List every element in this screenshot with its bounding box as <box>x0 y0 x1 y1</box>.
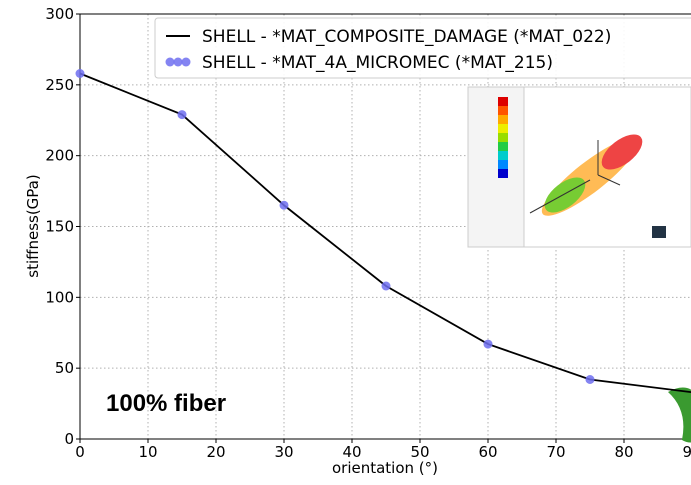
data-point <box>177 110 187 120</box>
y-tick-label: 100 <box>45 288 74 306</box>
plot-frame <box>79 13 691 440</box>
y-axis-label: stiffness(GPa) <box>24 174 42 277</box>
inset-image <box>467 86 691 248</box>
data-point <box>585 375 595 384</box>
data-point <box>75 69 85 78</box>
legend-label: SHELL - *MAT_COMPOSITE_DAMAGE (*MAT_022) <box>202 27 611 47</box>
data-point <box>483 339 493 349</box>
y-tick-label: 50 <box>55 359 74 377</box>
x-tick-label: 0 <box>75 443 85 461</box>
legend: SHELL - *MAT_COMPOSITE_DAMAGE (*MAT_022)… <box>154 17 691 79</box>
inset-colorbar <box>498 160 508 169</box>
y-tick-label: 250 <box>45 76 74 94</box>
inset-shape <box>544 177 586 213</box>
inset-colorbar <box>498 124 508 133</box>
inset-colorbar <box>498 115 508 124</box>
inset-logo <box>652 226 666 238</box>
inset-colorbar <box>498 133 508 142</box>
data-point <box>381 281 391 291</box>
x-tick-label: 60 <box>478 443 497 461</box>
annotation: 100% fiber <box>106 390 226 417</box>
x-tick-label: 10 <box>138 443 157 461</box>
inset-panel <box>467 86 525 248</box>
x-tick-label: 40 <box>342 443 361 461</box>
decoration <box>668 387 691 443</box>
inset-shape <box>601 134 643 170</box>
y-tick-label: 200 <box>45 147 74 165</box>
inset-colorbar <box>498 97 508 106</box>
x-tick-label: 50 <box>410 443 429 461</box>
legend-swatch <box>173 57 183 67</box>
y-tick-label: 0 <box>64 430 74 448</box>
x-axis-label: orientation (°) <box>332 459 438 477</box>
legend-swatch <box>181 57 191 67</box>
inset-axis <box>597 174 621 186</box>
legend-label: SHELL - *MAT_4A_MICROMEC (*MAT_215) <box>202 53 553 73</box>
inset-colorbar <box>498 106 508 115</box>
legend-frame <box>154 17 691 79</box>
data-point <box>279 200 289 210</box>
y-tick-label: 300 <box>45 5 74 23</box>
legend-swatch <box>165 57 175 67</box>
inset-axis <box>529 179 591 214</box>
x-tick-label: 70 <box>546 443 565 461</box>
x-tick-label: 80 <box>614 443 633 461</box>
inset-colorbar <box>498 169 508 178</box>
y-tick-label: 150 <box>45 218 74 236</box>
x-tick-label: 20 <box>206 443 225 461</box>
x-tick-label: 90 <box>682 443 691 461</box>
inset-colorbar <box>498 142 508 151</box>
x-tick-label: 30 <box>274 443 293 461</box>
inset-colorbar <box>498 151 508 160</box>
